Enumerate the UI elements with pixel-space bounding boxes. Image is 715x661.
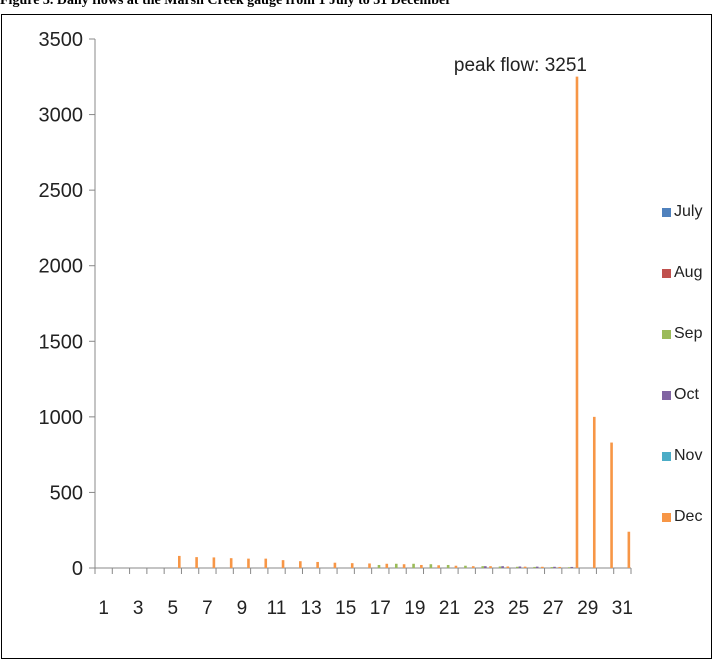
legend-swatch: [662, 451, 671, 461]
bar-dec-day-18: [402, 564, 406, 568]
bar-dec-day-5: [178, 555, 181, 568]
x-tick-label: 23: [473, 598, 494, 619]
bar-dec-day-19: [420, 564, 423, 568]
bar-sep-day-21: [446, 564, 450, 568]
legend-item-sep: Sep: [662, 323, 702, 345]
legend-label: July: [674, 203, 703, 220]
legend-label: Dec: [674, 508, 703, 525]
y-tick-label: 0: [72, 558, 83, 580]
bar-dec-day-16: [368, 563, 371, 568]
bar-dec-day-14: [333, 562, 337, 568]
bar-dec-day-30: [610, 442, 613, 568]
legend-swatch: [662, 207, 671, 217]
x-tick-label: 29: [577, 598, 598, 619]
bar-dec-day-24: [506, 566, 510, 568]
bar-sep-day-22: [464, 565, 467, 568]
bar-dec-day-12: [299, 561, 302, 568]
legend-item-dec: Dec: [662, 506, 702, 528]
x-tick-label: 19: [404, 598, 425, 619]
legend-label: Sep: [674, 325, 703, 342]
x-tick-label: 11: [267, 598, 287, 619]
bar-dec-day-7: [212, 557, 216, 568]
x-tick-label: 13: [301, 598, 322, 619]
legend-item-nov: Nov: [662, 445, 702, 467]
bar-oct-day-25: [518, 566, 522, 568]
x-tick-label: 27: [543, 598, 564, 619]
bar-oct-day-27: [553, 566, 556, 568]
bar-dec-day-21: [454, 565, 458, 568]
bar-dec-day-28: [575, 76, 579, 568]
x-tick-label: 31: [612, 598, 633, 619]
bar-dec-day-17: [385, 563, 389, 568]
legend-label: Nov: [674, 447, 703, 464]
x-tick-label: 15: [335, 598, 356, 619]
x-tick-label: 17: [370, 598, 391, 619]
legend-item-oct: Oct: [662, 384, 699, 406]
x-tick-label: 1: [98, 598, 109, 619]
bar-dec-day-10: [264, 558, 268, 568]
bar-oct-day-24: [501, 566, 504, 568]
y-tick-label: 1500: [39, 331, 84, 353]
bar-sep-day-23: [481, 566, 485, 568]
bar-sep-day-20: [429, 564, 433, 568]
legend-item-july: July: [662, 201, 702, 223]
bar-dec-day-31: [627, 531, 631, 568]
legend-swatch: [662, 268, 671, 278]
legend-swatch: [662, 329, 671, 339]
x-tick-label: 3: [133, 598, 144, 619]
bar-dec-day-20: [437, 565, 440, 568]
chart-frame: 0 500 1000 1500 2000 2500 3000 3500 1 3 5 7 9 11 13 15 1…: [1, 14, 712, 659]
bar-dec-day-15: [350, 563, 354, 568]
bar-dec-day-6: [195, 557, 198, 568]
bar-dec-day-13: [316, 561, 319, 568]
x-tick-label: 21: [439, 598, 460, 619]
bar-dec-day-27: [558, 566, 561, 568]
bar-sep-day-26: [533, 566, 536, 568]
legend-label: Oct: [674, 386, 699, 403]
figure-caption: Figure 3. Daily flows at the Marsh Creek…: [0, 0, 452, 8]
bar-sep-day-17: [377, 564, 381, 568]
y-tick-label: 3000: [39, 105, 84, 127]
legend-swatch: [662, 390, 671, 400]
x-tick-label: 7: [202, 598, 213, 619]
bar-dec-day-26: [541, 566, 544, 568]
peak-flow-annotation: peak flow: 3251: [454, 55, 587, 76]
bar-sep-day-28: [567, 567, 571, 568]
bar-dec-day-8: [229, 558, 233, 568]
bar-sep-day-24: [498, 566, 502, 568]
y-tick-label: 2000: [39, 256, 84, 278]
y-tick-label: 3500: [39, 29, 84, 51]
x-tick-label: 25: [508, 598, 529, 619]
x-tick-label: 5: [168, 598, 179, 619]
x-tick-label: 9: [237, 598, 248, 619]
bar-oct-day-26: [535, 566, 539, 568]
y-tick-label: 500: [50, 482, 83, 504]
y-tick-label: 2500: [39, 180, 84, 202]
bar-sep-day-19: [412, 563, 415, 568]
legend-swatch: [662, 512, 671, 522]
bar-sep-day-27: [550, 567, 554, 568]
legend-label: Aug: [674, 264, 703, 281]
bar-dec-day-9: [247, 558, 250, 568]
bar-dec-day-23: [489, 566, 492, 568]
bar-oct-day-28: [570, 566, 574, 568]
bar-oct-day-23: [484, 566, 487, 568]
bar-dec-day-11: [281, 560, 285, 568]
bar-dec-day-22: [471, 566, 475, 568]
legend-item-aug: Aug: [662, 262, 702, 284]
bar-dec-day-29: [592, 416, 596, 568]
bar-sep-day-18: [394, 563, 398, 568]
bar-dec-day-25: [523, 566, 527, 568]
y-tick-label: 1000: [39, 407, 84, 429]
bar-sep-day-25: [516, 566, 519, 568]
